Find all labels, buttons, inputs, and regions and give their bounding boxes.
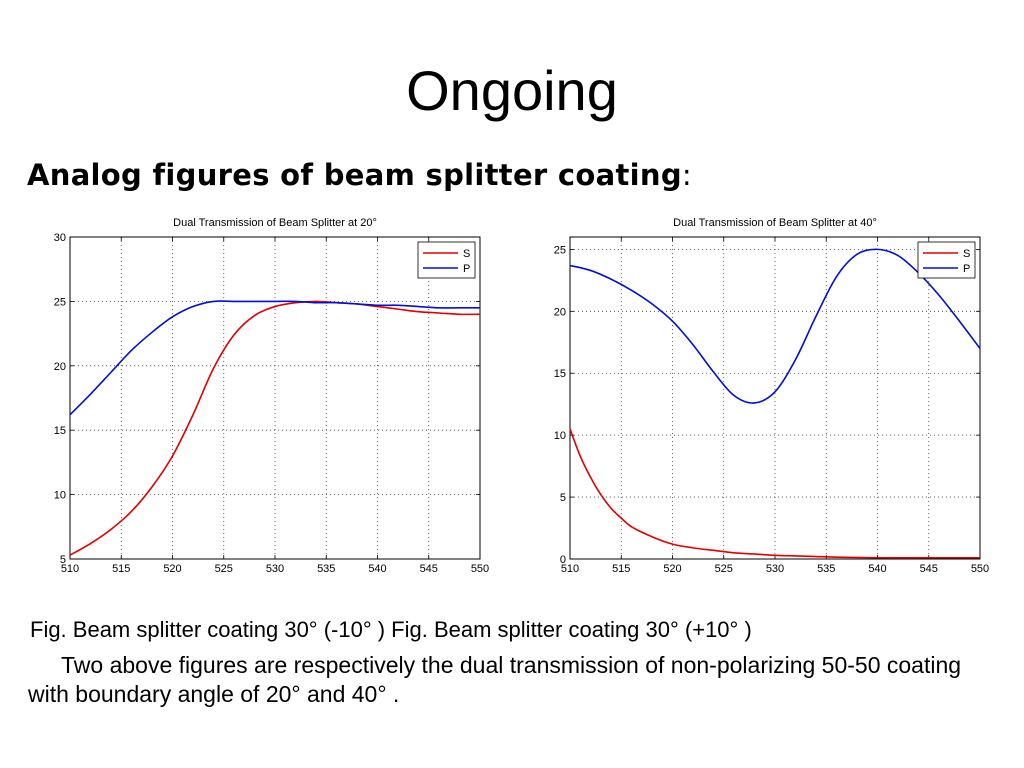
legend-label-p: P — [463, 263, 470, 275]
chart-20-degree: Dual Transmission of Beam Splitter at 20… — [30, 210, 490, 585]
chart-40-degree-svg: Dual Transmission of Beam Splitter at 40… — [554, 217, 989, 575]
x-tick-label: 535 — [817, 563, 835, 575]
y-tick-label: 0 — [560, 554, 566, 566]
figure-description: Two above figures are respectively the d… — [28, 652, 962, 707]
x-tick-label: 545 — [420, 563, 438, 575]
series-line-p — [569, 248, 981, 404]
x-tick-label: 515 — [112, 563, 130, 575]
legend-label-s: S — [463, 248, 470, 260]
x-tick-label: 530 — [766, 563, 784, 575]
figure-caption: Fig. Beam splitter coating 30° (-10° ) F… — [30, 617, 752, 642]
slide-subtitle: Analog figures of beam splitter coating: — [27, 158, 692, 192]
y-tick-label: 10 — [54, 490, 66, 502]
y-tick-label: 5 — [60, 554, 66, 566]
x-tick-label: 525 — [215, 563, 233, 575]
x-tick-label: 510 — [561, 563, 579, 575]
series-line-s — [69, 300, 481, 556]
y-tick-label: 15 — [554, 368, 566, 380]
x-tick-label: 510 — [61, 563, 79, 575]
y-tick-label: 10 — [554, 430, 566, 442]
legend-label-p: P — [963, 263, 970, 275]
chart-title: Dual Transmission of Beam Splitter at 40… — [673, 217, 877, 229]
y-tick-label: 20 — [54, 361, 66, 373]
x-tick-label: 520 — [163, 563, 181, 575]
chart-20-degree-svg: Dual Transmission of Beam Splitter at 20… — [54, 217, 489, 575]
x-tick-label: 550 — [471, 563, 489, 575]
y-tick-label: 30 — [54, 232, 66, 244]
legend-label-s: S — [963, 248, 970, 260]
legend-box — [917, 241, 976, 279]
plot-border — [69, 236, 481, 560]
plot-border — [569, 236, 981, 560]
x-tick-label: 530 — [266, 563, 284, 575]
x-tick-label: 515 — [612, 563, 630, 575]
x-tick-label: 545 — [920, 563, 938, 575]
x-tick-label: 535 — [317, 563, 335, 575]
y-tick-label: 25 — [554, 244, 566, 256]
chart-40-degree: Dual Transmission of Beam Splitter at 40… — [530, 210, 990, 585]
y-tick-label: 25 — [54, 296, 66, 308]
x-tick-label: 520 — [663, 563, 681, 575]
x-tick-label: 540 — [868, 563, 886, 575]
subtitle-text: Analog figures of beam splitter coating — [27, 158, 682, 192]
subtitle-colon: : — [681, 158, 692, 192]
chart-title: Dual Transmission of Beam Splitter at 20… — [173, 217, 377, 229]
legend-box — [417, 241, 476, 279]
x-tick-label: 525 — [715, 563, 733, 575]
y-tick-label: 5 — [560, 492, 566, 504]
x-tick-label: 550 — [971, 563, 989, 575]
series-line-s — [569, 428, 980, 559]
y-tick-label: 20 — [554, 306, 566, 318]
x-tick-label: 540 — [368, 563, 386, 575]
y-tick-label: 15 — [54, 425, 66, 437]
slide-title: Ongoing — [406, 59, 618, 122]
series-line-p — [69, 300, 480, 416]
